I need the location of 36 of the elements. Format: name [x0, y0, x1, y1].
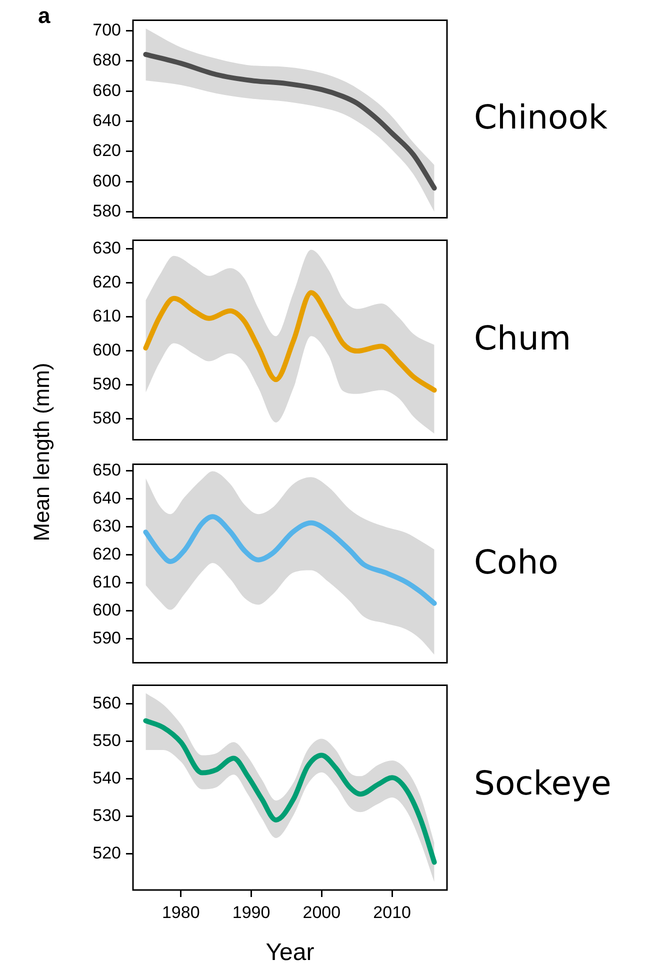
y-tick-label: 540: [92, 768, 121, 788]
x-tick-label: 2000: [302, 902, 341, 922]
series-label: Sockeye: [474, 764, 612, 802]
y-tick-label: 600: [92, 171, 121, 190]
y-tick-label: 620: [92, 141, 121, 160]
y-tick-label: 640: [92, 488, 121, 508]
series-label: Chum: [474, 318, 572, 358]
y-tick-label: 620: [92, 272, 121, 292]
y-tick-label: 640: [92, 110, 121, 130]
y-tick-label: 580: [92, 201, 121, 220]
y-axis-title: Mean length (mm): [29, 362, 55, 542]
y-tick-label: 610: [92, 306, 121, 326]
y-tick-label: 600: [92, 340, 121, 360]
y-tick-label: 630: [92, 516, 121, 536]
y-tick-label: 620: [92, 544, 121, 564]
y-tick-label: 560: [92, 694, 121, 713]
y-tick-label: 580: [92, 408, 121, 428]
x-tick-label: 1980: [162, 902, 200, 922]
y-tick-label: 680: [92, 50, 121, 70]
series-label: Coho: [474, 542, 558, 581]
x-axis-title: Year: [266, 939, 314, 966]
y-tick-label: 700: [92, 20, 121, 40]
y-tick-label: 530: [92, 806, 121, 825]
y-tick-label: 550: [92, 731, 121, 750]
x-tick-label: 2010: [373, 902, 411, 922]
y-tick-label: 590: [92, 628, 121, 648]
y-tick-label: 630: [92, 238, 121, 258]
y-tick-label: 520: [92, 843, 121, 862]
y-tick-label: 600: [92, 600, 121, 620]
y-tick-label: 650: [92, 460, 121, 480]
text: a: [38, 3, 50, 29]
y-tick-label: 660: [92, 80, 121, 100]
y-tick-label: 590: [92, 374, 121, 394]
x-tick-label: 1990: [232, 902, 270, 922]
y-tick-label: 610: [92, 572, 121, 592]
series-label: Chinook: [474, 98, 608, 136]
